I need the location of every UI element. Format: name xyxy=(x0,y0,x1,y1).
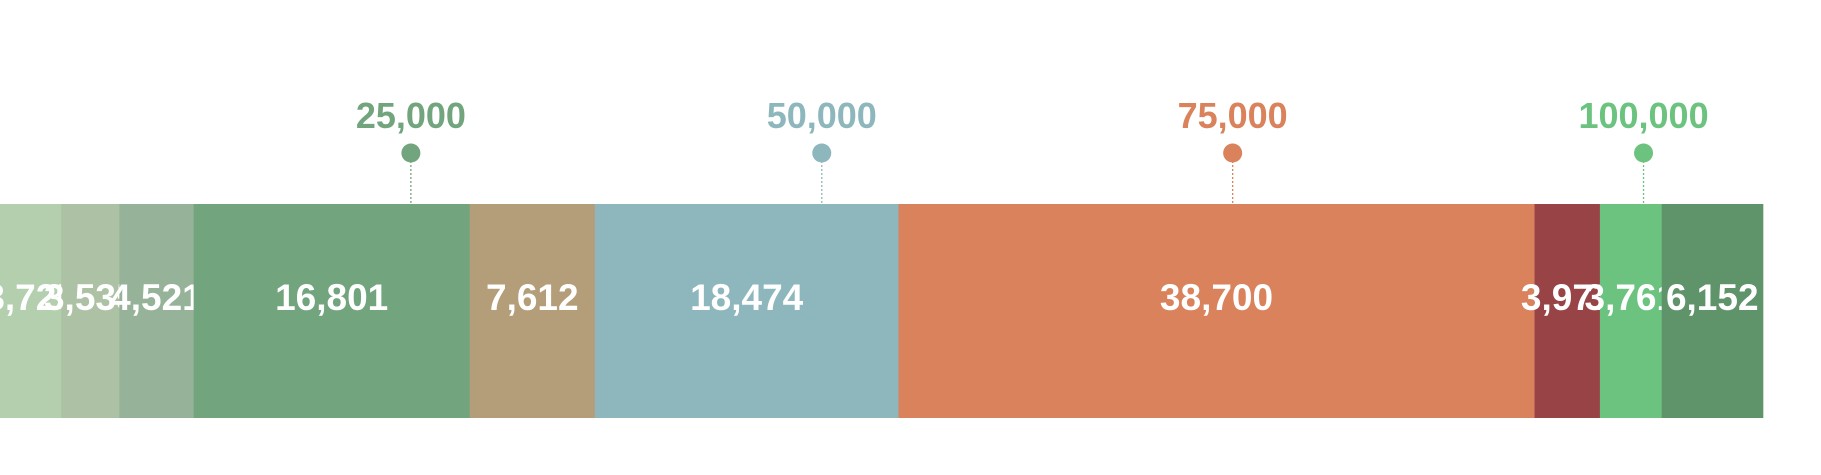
bar-segment-2 xyxy=(61,204,120,418)
milestone-dot xyxy=(401,143,421,163)
bar-segments: 3,7253,5354,52116,8017,61218,47438,7003,… xyxy=(0,204,1764,418)
milestone-dot xyxy=(812,143,832,163)
segment-value-label: 4,521 xyxy=(110,277,203,318)
segment-value-label: 7,612 xyxy=(486,277,579,318)
bar-segment-6 xyxy=(594,204,899,418)
milestone-label: 100,000 xyxy=(1578,95,1708,136)
bar-segment-10 xyxy=(1661,204,1764,418)
segment-value-label: 38,700 xyxy=(1160,277,1273,318)
bar-segment-9 xyxy=(1599,204,1663,418)
segment-value-label: 6,152 xyxy=(1666,277,1759,318)
bar-segment-4 xyxy=(193,204,471,418)
segment-value-label: 18,474 xyxy=(690,277,804,318)
bar-segment-1 xyxy=(0,204,62,418)
milestone-dot xyxy=(1223,143,1243,163)
bar-segment-5 xyxy=(469,204,596,418)
segment-value-label: 16,801 xyxy=(275,277,388,318)
milestone-label: 25,000 xyxy=(356,95,466,136)
milestone-label: 50,000 xyxy=(767,95,877,136)
milestone-dot xyxy=(1634,143,1654,163)
bar-segment-3 xyxy=(119,204,195,418)
milestone-markers: 25,000 50,000 75,000 100,000 xyxy=(356,95,1709,204)
segment-value-label: 3,977 xyxy=(1521,277,1614,318)
bar-segment-8 xyxy=(1534,204,1601,418)
milestone-label: 75,000 xyxy=(1178,95,1288,136)
segment-value-label: 3,761 xyxy=(1585,277,1678,318)
bar-segment-7 xyxy=(898,204,1536,418)
